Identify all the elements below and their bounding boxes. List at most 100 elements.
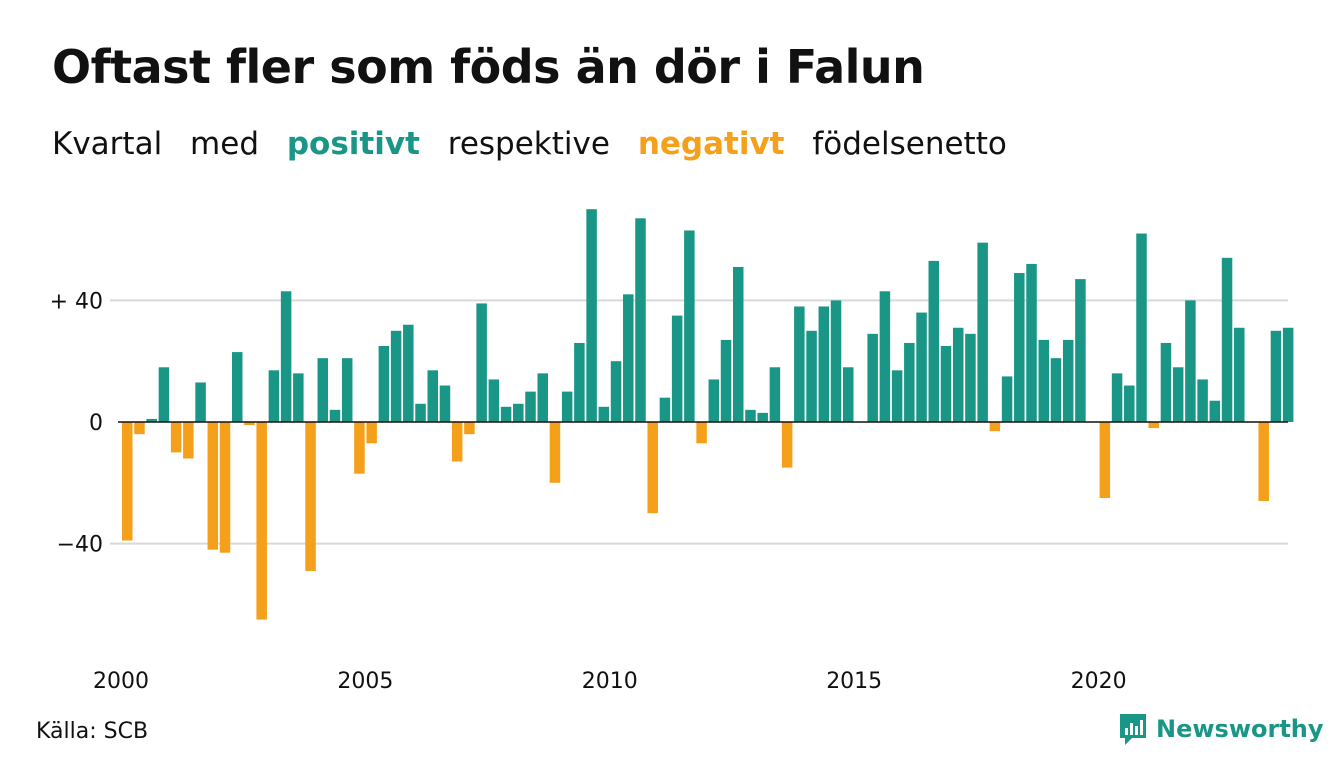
bar <box>610 361 622 422</box>
newsworthy-logo-icon <box>1120 714 1146 745</box>
bar <box>1038 339 1049 422</box>
y-tick-label: + 40 <box>50 289 103 314</box>
bar <box>256 422 267 620</box>
bar <box>1099 422 1111 498</box>
x-tick-label: 2005 <box>337 669 393 694</box>
bar <box>122 422 133 541</box>
bar <box>1148 422 1159 429</box>
bar <box>659 397 671 422</box>
bar <box>1258 422 1269 502</box>
brand-name: Newsworthy <box>1156 715 1324 743</box>
x-tick-label: 2010 <box>582 669 638 694</box>
bar <box>366 422 377 444</box>
bar <box>231 352 243 422</box>
bar <box>1111 373 1123 422</box>
bar <box>879 291 891 422</box>
bar <box>989 422 1001 432</box>
bar <box>207 422 219 550</box>
bar <box>586 209 597 422</box>
bar <box>977 242 988 422</box>
bar <box>134 422 145 435</box>
bar <box>1001 376 1013 422</box>
bar <box>305 422 316 571</box>
bar <box>867 333 878 422</box>
bar <box>671 315 683 422</box>
bar <box>574 342 585 422</box>
bar <box>293 373 304 422</box>
y-tick-label: 0 <box>89 411 103 436</box>
bar <box>390 330 402 422</box>
bar <box>891 370 903 422</box>
bar <box>561 391 573 422</box>
subtitle-word: Kvartal <box>52 126 163 162</box>
bar <box>219 422 231 553</box>
chart-title: Oftast fler som föds än dör i Falun <box>52 40 925 94</box>
bar <box>1172 367 1184 422</box>
bar <box>1234 327 1245 422</box>
x-tick-label: 2015 <box>826 669 882 694</box>
brand-logo: Newsworthy <box>1118 712 1324 746</box>
bar <box>769 367 781 422</box>
bar <box>635 218 646 422</box>
bar <box>952 327 964 422</box>
bar <box>696 422 707 444</box>
bar <box>818 306 830 422</box>
source-note: Källa: SCB <box>36 719 149 744</box>
bar <box>1075 279 1086 422</box>
bar <box>513 403 524 422</box>
bar <box>1197 379 1208 422</box>
bar <box>830 300 842 422</box>
bar <box>623 294 634 422</box>
bar <box>354 422 365 474</box>
bar <box>1221 257 1233 422</box>
bar <box>378 346 390 422</box>
subtitle-negative-label: negativt <box>637 126 785 162</box>
bar <box>183 422 194 459</box>
bar <box>708 379 720 422</box>
bar <box>1124 385 1135 422</box>
bar <box>464 422 475 435</box>
bar <box>549 422 561 483</box>
bar <box>476 303 487 422</box>
bar <box>451 422 463 462</box>
bar <box>341 358 353 422</box>
bar <box>195 382 206 422</box>
bar <box>598 406 610 422</box>
subtitle-word: födelsenetto <box>812 126 1007 162</box>
bar <box>842 367 854 422</box>
bar <box>757 412 768 422</box>
bar <box>329 409 341 422</box>
bar <box>806 330 817 422</box>
x-tick-label: 2000 <box>93 669 149 694</box>
bar <box>684 230 695 422</box>
bar <box>1136 233 1147 422</box>
bar <box>745 409 756 422</box>
bar <box>427 370 438 422</box>
bar <box>647 422 658 514</box>
bar <box>415 403 426 422</box>
subtitle-positive-label: positivt <box>286 126 420 162</box>
bar <box>170 422 182 453</box>
bar <box>733 266 744 422</box>
bar <box>537 373 548 422</box>
bar <box>1062 339 1074 422</box>
bar <box>928 260 940 422</box>
bar <box>1050 358 1062 422</box>
bar <box>1160 342 1172 422</box>
bar <box>439 385 451 422</box>
subtitle-word: respektive <box>447 126 610 162</box>
bar <box>500 406 512 422</box>
bar <box>1282 327 1294 422</box>
bar <box>280 291 292 422</box>
bar <box>403 324 414 422</box>
bar <box>244 422 255 426</box>
chart-subtitle: Kvartal med positivt respektive negativt… <box>52 126 1025 162</box>
bar <box>794 306 805 422</box>
bar <box>781 422 793 468</box>
bar <box>720 339 732 422</box>
bar <box>940 346 952 422</box>
x-tick-label: 2020 <box>1071 669 1127 694</box>
bar <box>525 391 536 422</box>
bar <box>158 367 170 422</box>
